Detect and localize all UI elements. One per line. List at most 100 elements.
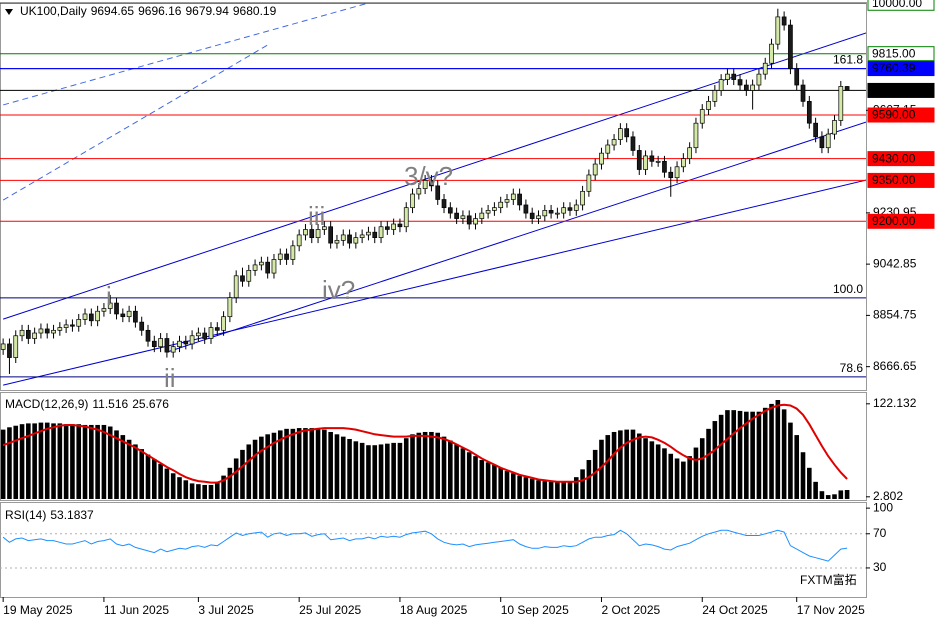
fib-label: 100.0 xyxy=(833,282,863,296)
candle-body xyxy=(769,43,774,64)
candle-body xyxy=(252,264,258,271)
macd-plot xyxy=(0,400,850,499)
macd-bar xyxy=(189,483,195,499)
macd-bar xyxy=(687,456,692,499)
candle-body xyxy=(303,229,308,236)
candle-body xyxy=(76,319,82,327)
candle-body xyxy=(410,193,415,209)
macd-bar xyxy=(410,434,415,499)
macd-bar xyxy=(807,467,812,499)
candle-body xyxy=(624,128,630,138)
macd-bar xyxy=(315,428,321,499)
macd-bar xyxy=(693,447,699,499)
macd-bar xyxy=(208,484,214,499)
macd-bar xyxy=(630,429,636,499)
candle-body xyxy=(403,207,409,228)
macd-pane-frame xyxy=(0,392,867,501)
candle-body xyxy=(296,234,302,247)
trend-line xyxy=(3,3,369,106)
macd-bar xyxy=(114,430,119,499)
macd-bar xyxy=(681,461,686,499)
watermark: FXTM富拓 xyxy=(800,572,857,587)
macd-bar xyxy=(227,467,233,499)
macd-bar xyxy=(183,480,189,499)
candle-body xyxy=(202,332,208,339)
macd-bar xyxy=(435,432,441,499)
candle-body xyxy=(844,86,850,91)
macd-bar xyxy=(372,445,378,499)
macd-bar xyxy=(328,431,333,499)
header-value: 9680.19 xyxy=(233,4,277,18)
macd-bar xyxy=(277,430,283,499)
macd-bar xyxy=(290,428,296,499)
macd-bar xyxy=(523,477,529,499)
header-value: 9679.94 xyxy=(185,4,229,18)
candle-body xyxy=(548,210,554,214)
level-box xyxy=(867,107,935,123)
macd-bar xyxy=(340,436,346,499)
candle-body xyxy=(819,136,825,149)
level-label: 9680.19 xyxy=(872,83,916,97)
candle-body xyxy=(151,340,157,348)
macd-bar xyxy=(624,429,629,499)
macd-bar xyxy=(309,428,315,499)
candle-body xyxy=(107,302,113,309)
macd-bar xyxy=(580,469,585,499)
macd-bar xyxy=(76,424,82,499)
macd-bar xyxy=(655,444,661,499)
candle-body xyxy=(504,199,510,203)
macd-bar xyxy=(479,460,485,499)
pane-header: RSI(14) 53.1837 xyxy=(5,508,94,522)
macd-bar xyxy=(385,443,390,499)
macd-bar xyxy=(133,444,138,499)
candle-body xyxy=(353,237,359,244)
candle-body xyxy=(334,240,340,244)
macd-bar xyxy=(353,441,359,499)
macd-bar xyxy=(542,481,548,499)
candle-body xyxy=(328,226,334,244)
header-value: RSI(14) xyxy=(5,508,46,522)
candle-body xyxy=(384,226,390,230)
macd-bar xyxy=(196,484,201,499)
candle-body xyxy=(485,210,491,214)
level-box xyxy=(867,82,935,98)
candle-body xyxy=(82,313,88,320)
macd-bar xyxy=(832,494,837,499)
y-tick-label: 100 xyxy=(873,500,893,514)
header-value: 9694.65 xyxy=(91,4,135,18)
candle-body xyxy=(806,101,812,124)
macd-bar xyxy=(101,424,107,499)
candle-body xyxy=(183,340,189,345)
macd-bar xyxy=(252,439,258,499)
candle-body xyxy=(221,316,226,331)
candle-body xyxy=(788,24,793,70)
candle-body xyxy=(340,234,346,241)
macd-bar xyxy=(573,477,579,499)
candle-body xyxy=(586,174,592,192)
candle-body xyxy=(322,226,327,230)
candle-body xyxy=(196,332,201,337)
x-tick-label: 24 Oct 2025 xyxy=(702,603,768,617)
symbol-icon xyxy=(5,9,13,15)
candle-body xyxy=(794,68,800,86)
candle-body xyxy=(510,193,516,200)
macd-bar xyxy=(126,439,132,499)
candle-body xyxy=(372,231,378,239)
candle-body xyxy=(699,109,705,124)
macd-bar xyxy=(769,403,774,499)
macd-bar xyxy=(762,407,768,499)
rsi-plot xyxy=(0,529,866,569)
macd-bar xyxy=(89,424,94,499)
macd-bar xyxy=(725,410,730,499)
candle-body xyxy=(101,308,107,312)
candle-body xyxy=(447,207,453,214)
macd-bar xyxy=(750,411,755,499)
level-label: 9760.39 xyxy=(872,61,916,75)
macd-bar xyxy=(0,429,6,499)
candle-body xyxy=(309,229,315,239)
x-tick-label: 17 Nov 2025 xyxy=(797,603,865,617)
candle-body xyxy=(416,188,422,195)
